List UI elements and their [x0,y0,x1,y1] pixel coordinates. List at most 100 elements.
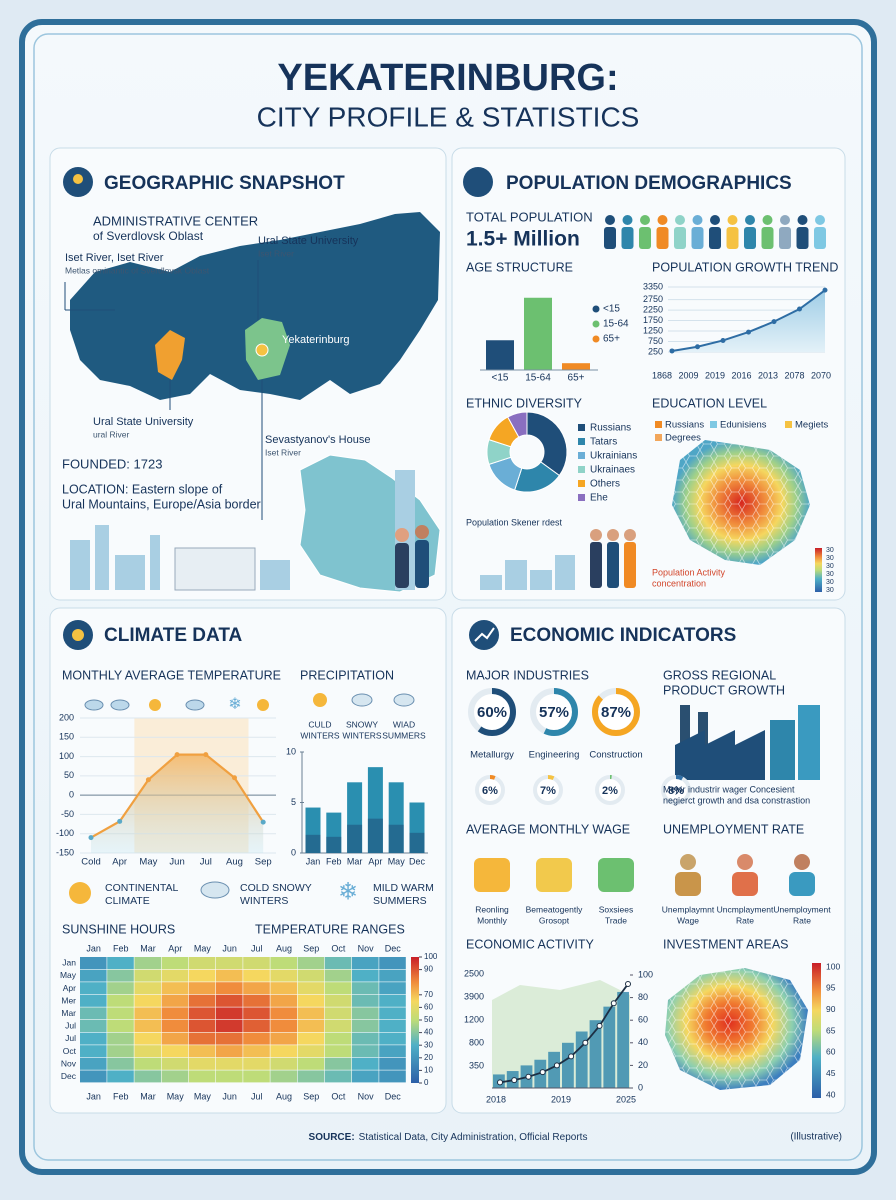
legend-swatch [710,421,717,428]
section-title: POPULATION DEMOGRAPHICS [506,173,792,194]
person-icon [745,215,755,225]
y-tick-label: -150 [56,847,74,857]
scale-label: 45 [826,1068,836,1078]
heat-cell [297,1057,325,1070]
legend-label: 15-64 [603,319,629,330]
chart-title: GROSS REGIONAL [663,668,776,682]
person-icon [657,215,668,225]
ring-label: 87% [601,704,631,721]
caption: negierct growth and dsa constrastion [663,795,810,805]
x-tick-label: Jul [200,857,212,868]
point [497,1079,503,1086]
legend-label: Ukrainaes [590,465,635,476]
scale-label: 100 [826,961,840,971]
heat-cell [243,1032,270,1045]
point [203,752,209,758]
founded: FOUNDED: 1723 [62,456,162,471]
chart-title: ECONOMIC ACTIVITY [466,937,594,951]
heat-cell [352,957,379,969]
subtitle: CITY PROFILE & STATISTICS [257,101,640,132]
chart-title: ETHNIC DIVERSITY [466,396,583,410]
person [415,540,429,588]
legend-label: Megiets [795,420,829,431]
heat-cell [243,982,270,995]
investment-map-grid [665,968,808,1090]
heat-cell [379,982,406,995]
section-title: ECONOMIC INDICATORS [510,625,736,646]
bar [589,1020,602,1088]
heat-cell [188,1045,216,1058]
heat-cell [216,994,243,1007]
y2-tick-label: 100 [638,969,653,979]
heat-cell [107,1020,134,1032]
y-tick-label: 1750 [643,315,663,325]
wage-icon [598,858,634,892]
point [625,981,631,988]
source-text: Statistical Data, City Administration, O… [359,1132,588,1143]
heat-cell [216,1007,243,1020]
point [568,1053,575,1060]
callout-title: Iset River, Iset River [65,252,164,264]
y-tick-label: Dec [61,1071,77,1081]
y2-tick-label: 20 [638,1060,648,1070]
heat-cell [379,957,406,969]
heat-cell [80,969,107,982]
chart-title: INVESTMENT AREAS [663,937,789,951]
legend-label: Edunisiens [720,420,767,431]
scale-label: 70 [424,990,433,999]
heat-cell [161,1007,189,1020]
scale-label: 30 [826,563,834,570]
x-tick-label: 2018 [486,1094,506,1104]
y-tick-label: 0 [291,847,296,857]
feature-label: MILD WARM [373,882,434,894]
point [232,775,237,781]
heat-cell [324,1045,352,1058]
point [525,1073,532,1080]
scale-label: 30 [826,579,834,586]
scale-label: 0 [424,1078,429,1087]
x-tick-label: 2070 [811,370,831,380]
legend-swatch [592,335,600,343]
heat-cell [161,1057,189,1070]
y-tick-label: 2750 [643,294,663,304]
building [150,535,160,590]
item-label: Unemplaymnt [662,904,715,914]
feature-label: WINTERS [240,895,288,907]
heat-cell [243,1057,270,1070]
heat-cell [134,1020,161,1032]
heat-cell [270,994,297,1007]
education-map-grid [672,440,810,565]
heat-cell [270,1057,297,1070]
chimney [680,705,690,745]
legend-swatch [578,424,585,431]
y-tick-label: -50 [61,809,74,819]
point [771,319,777,325]
heat-cell [379,1032,406,1045]
x-tick-label: Jun [222,1091,237,1101]
heat-cell [188,1057,216,1070]
note: (Illustrative) [790,1132,842,1143]
inner-frame [33,33,863,1161]
scale-label: 30 [826,547,834,554]
heat-cell [134,1007,161,1020]
item-label: Trade [605,915,627,925]
legend-swatch [785,421,792,428]
y-tick-label: Nov [61,1058,77,1068]
legend-label: Tatars [590,437,617,448]
x-tick-label: Aug [276,1091,292,1101]
x-tick-label: 15-64 [525,373,551,384]
building [260,560,290,590]
person-icon [605,215,615,225]
bar-shade [388,824,404,853]
person [395,528,409,542]
caption: Population Skener rdest [466,517,563,527]
y-tick-label: 250 [648,346,663,356]
y-tick-label: -100 [56,828,74,838]
icon-economy-arrow [474,627,495,642]
item-label: Grosopt [539,915,570,925]
person-icon [737,854,753,870]
heat-cell [216,1057,243,1070]
scale-label: 30 [424,1040,433,1049]
scale-label: 40 [826,1089,836,1099]
